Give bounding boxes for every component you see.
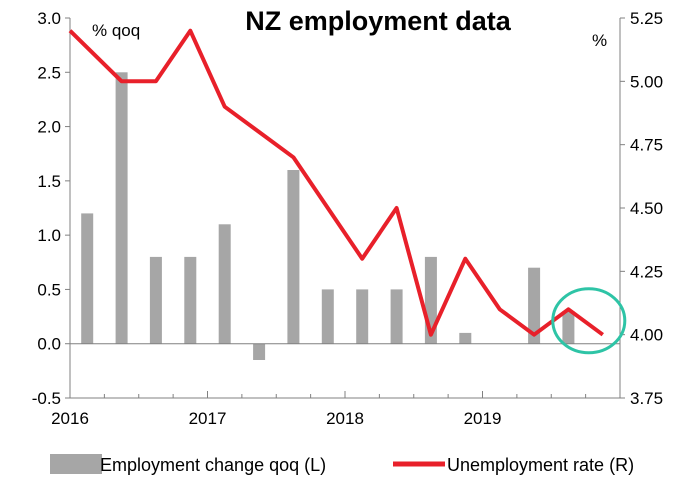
employment-bar-2018Q1 bbox=[356, 289, 369, 344]
annotation bbox=[551, 287, 627, 355]
left-tick-label: 3.0 bbox=[37, 9, 61, 28]
right-tick-label: 5.00 bbox=[630, 72, 663, 91]
employment-bar-2017Q4 bbox=[321, 289, 334, 344]
legend-label-employment: Employment change qoq (L) bbox=[100, 455, 326, 475]
left-axis-unit: % qoq bbox=[92, 21, 140, 40]
left-tick-label: 2.0 bbox=[37, 118, 61, 137]
unemployment-rate-line bbox=[68, 28, 604, 337]
employment-bar-2018Q4 bbox=[459, 332, 472, 344]
employment-bar-2019Q3 bbox=[562, 311, 575, 344]
employment-bar-2018Q2 bbox=[390, 289, 403, 344]
left-tick-label: 2.5 bbox=[37, 63, 61, 82]
legend-label-unemployment: Unemployment rate (R) bbox=[447, 455, 634, 475]
unemployment-line bbox=[68, 28, 604, 337]
employment-bar-2019Q2 bbox=[528, 267, 541, 344]
legend: Employment change qoq (L) Unemployment ra… bbox=[50, 454, 634, 475]
employment-bar-2016Q3 bbox=[149, 256, 162, 344]
x-tick-label: 2017 bbox=[189, 409, 227, 428]
left-tick-label: 0.5 bbox=[37, 280, 61, 299]
employment-bar-2016Q1 bbox=[81, 213, 94, 344]
right-tick-label: 4.75 bbox=[630, 136, 663, 155]
chart-title: NZ employment data bbox=[245, 6, 512, 36]
employment-bar-2017Q1 bbox=[218, 224, 231, 344]
right-tick-label: 4.00 bbox=[630, 326, 663, 345]
legend-swatch-employment bbox=[50, 454, 102, 474]
highlight-circle bbox=[551, 287, 627, 355]
right-tick-label: 4.25 bbox=[630, 262, 663, 281]
right-tick-label: 4.50 bbox=[630, 199, 663, 218]
right-tick-label: 5.25 bbox=[630, 9, 663, 28]
employment-bar-2016Q2 bbox=[115, 72, 128, 344]
left-tick-label: -0.5 bbox=[32, 389, 61, 408]
employment-bar-2017Q3 bbox=[287, 170, 300, 344]
employment-bars bbox=[81, 72, 575, 360]
left-tick-label: 1.5 bbox=[37, 172, 61, 191]
right-tick-label: 3.75 bbox=[630, 389, 663, 408]
right-axis-unit: % bbox=[592, 31, 607, 50]
x-tick-label: 2016 bbox=[51, 409, 89, 428]
left-tick-label: 1.0 bbox=[37, 226, 61, 245]
left-tick-label: 0.0 bbox=[37, 335, 61, 354]
employment-bar-2017Q2 bbox=[253, 343, 266, 360]
x-tick-label: 2019 bbox=[464, 409, 502, 428]
employment-bar-2016Q4 bbox=[184, 256, 197, 344]
x-tick-label: 2018 bbox=[326, 409, 364, 428]
